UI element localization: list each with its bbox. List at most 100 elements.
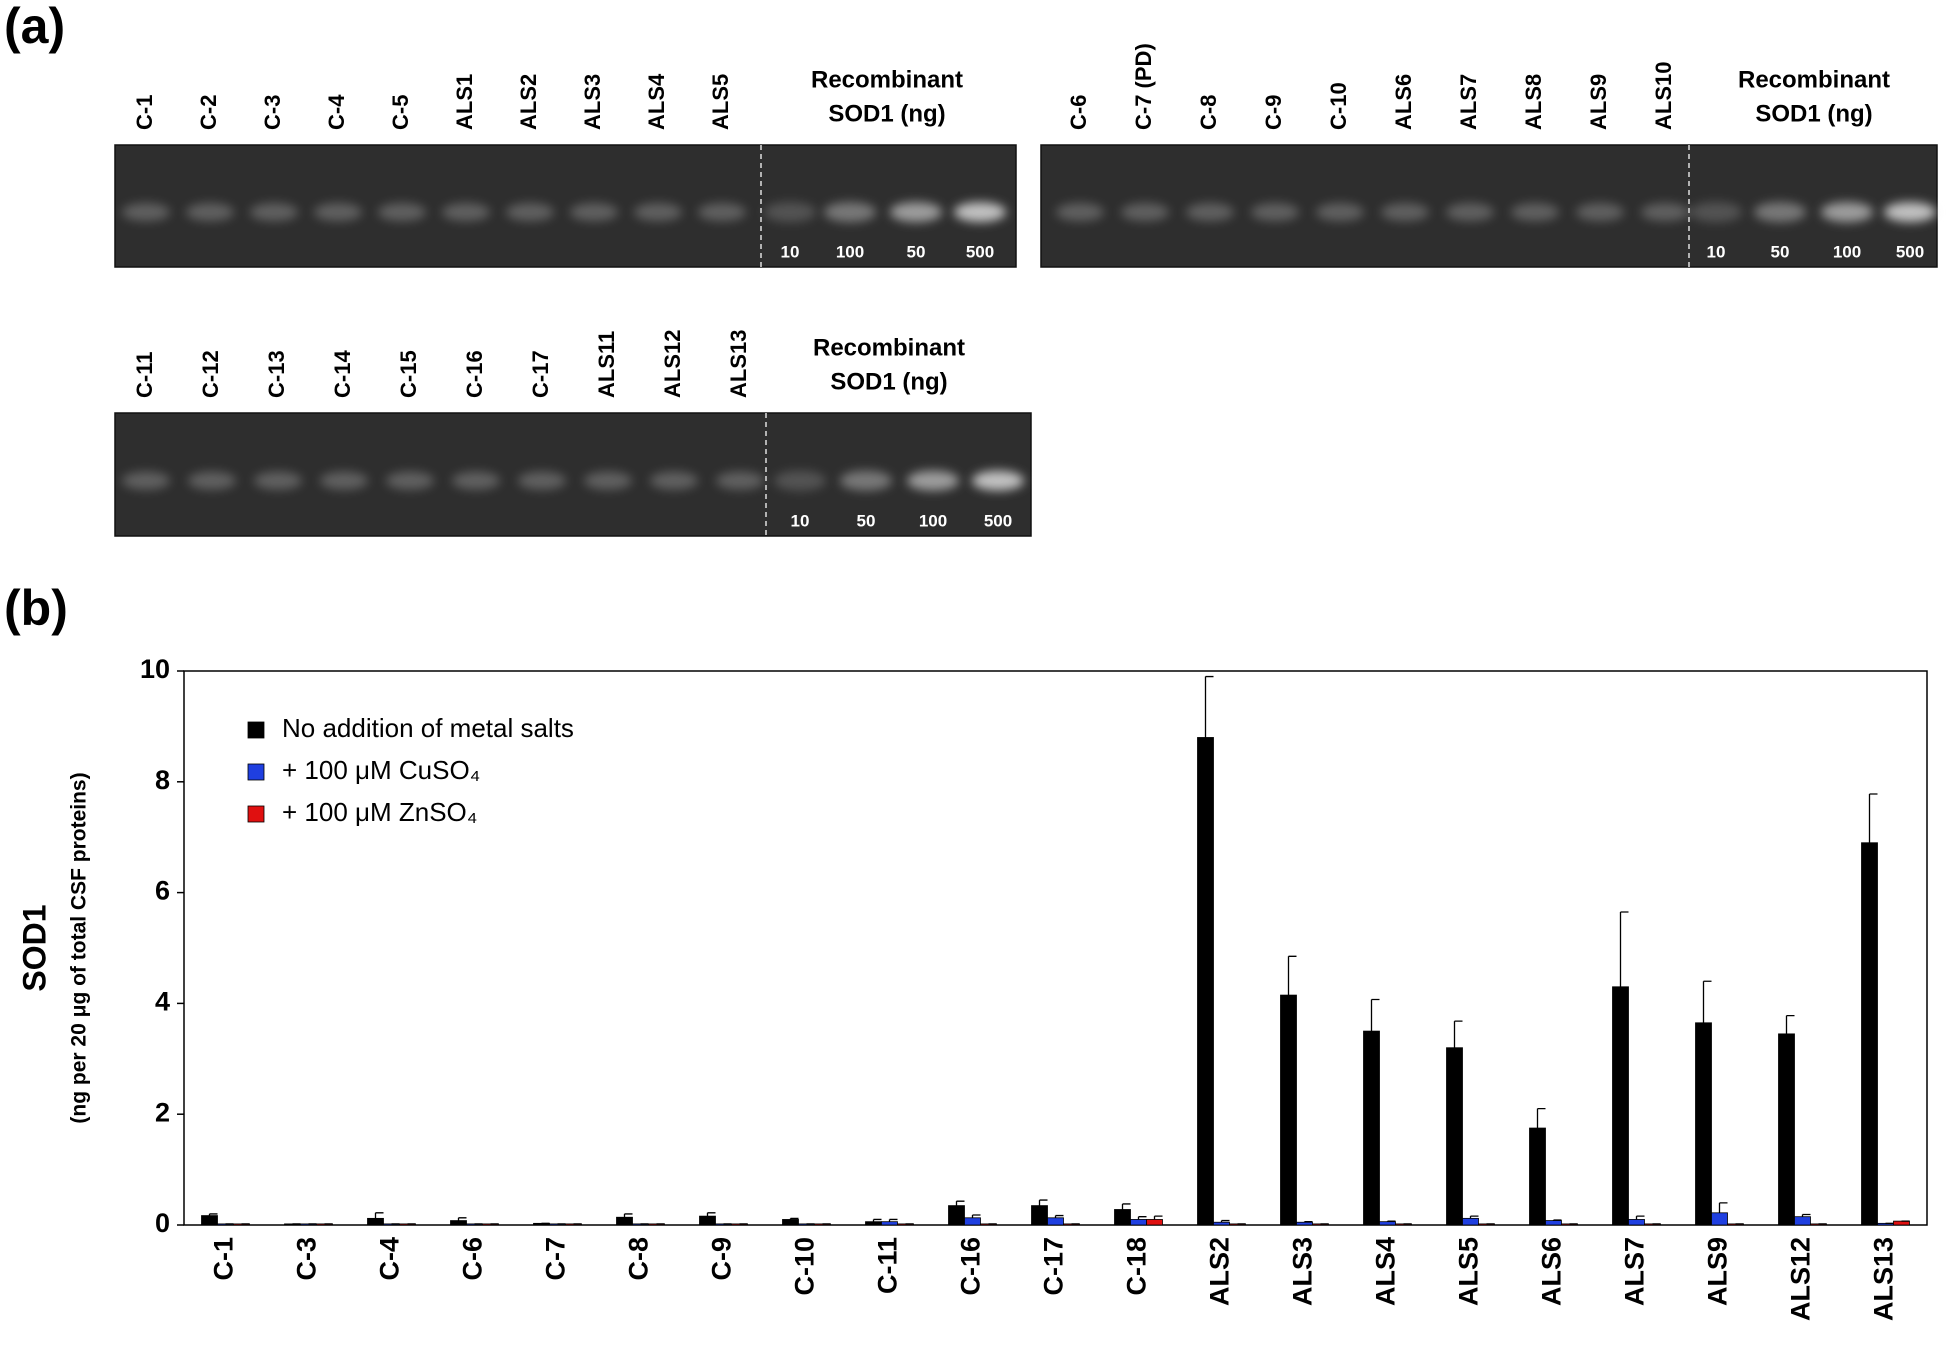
bar	[1529, 1127, 1546, 1226]
gel-band	[386, 471, 434, 490]
gel-band	[1576, 203, 1624, 222]
panel-label: (b)	[4, 580, 68, 636]
error-bar	[374, 1212, 384, 1219]
gel-band	[764, 202, 816, 223]
bar	[1363, 1030, 1380, 1226]
amount-label: 100	[836, 242, 864, 261]
x-tick-label: ALS12	[1786, 1237, 1816, 1321]
recombinant-label: Recombinant	[813, 334, 965, 361]
gel-band	[1446, 203, 1494, 222]
gel-band	[840, 470, 892, 491]
gel-band	[1884, 202, 1936, 223]
recombinant-label: Recombinant	[811, 66, 963, 93]
error-bar	[872, 1218, 882, 1222]
legend-label: + 100 μM CuSO₄	[282, 755, 480, 785]
bar	[1114, 1209, 1131, 1226]
bar	[1296, 1221, 1313, 1226]
error-bar	[955, 1200, 965, 1206]
x-tick-label: ALS5	[1454, 1237, 1484, 1306]
error-bar	[1702, 980, 1712, 1023]
bar	[1794, 1216, 1811, 1226]
y-axis-title: SOD1	[16, 904, 52, 991]
lane-label: C-1	[132, 95, 157, 130]
gel-band	[378, 203, 426, 222]
bar	[1047, 1217, 1064, 1226]
lane-label: C-10	[1326, 82, 1351, 130]
lane-label: ALS11	[594, 331, 619, 398]
amount-label: 500	[966, 242, 994, 261]
gel-band	[650, 471, 698, 490]
legend-swatch	[247, 763, 265, 781]
bar	[1280, 994, 1297, 1226]
error-bar	[457, 1217, 467, 1221]
error-bar	[1801, 1213, 1811, 1217]
lane-label: ALS6	[1391, 74, 1416, 130]
error-bar	[1868, 793, 1878, 843]
gel-image	[114, 144, 1017, 268]
error-bar	[1469, 1215, 1479, 1219]
lane-label: C-5	[388, 95, 413, 130]
error-bar	[1552, 1219, 1562, 1221]
gel-band	[314, 203, 362, 222]
error-bar	[1536, 1108, 1546, 1129]
gel-band	[954, 202, 1006, 223]
bar	[881, 1221, 898, 1226]
bar	[964, 1217, 981, 1226]
y-tick-label: 10	[140, 654, 170, 684]
gel-band	[1511, 203, 1559, 222]
lane-label: ALS2	[516, 74, 541, 130]
lane-label: C-9	[1261, 95, 1286, 130]
error-bar	[1785, 1014, 1795, 1034]
amount-label: 50	[1771, 242, 1790, 261]
lane-label: C-11	[132, 352, 157, 398]
x-tick-label: ALS9	[1703, 1237, 1733, 1306]
gel-band	[634, 203, 682, 222]
bar	[1213, 1221, 1230, 1226]
gel-band	[506, 203, 554, 222]
gel-band	[1251, 203, 1299, 222]
x-tick-label: C-8	[624, 1237, 654, 1281]
lane-label: ALS5	[708, 74, 733, 130]
legend-label: + 100 μM ZnSO₄	[282, 797, 477, 827]
error-bar	[1635, 1215, 1645, 1220]
amount-label: 10	[1707, 242, 1726, 261]
bar	[1379, 1221, 1396, 1226]
y-tick-label: 4	[155, 987, 170, 1017]
lane-label: ALS12	[660, 330, 685, 398]
bar	[1861, 842, 1878, 1226]
bar	[450, 1220, 467, 1226]
error-bar	[1137, 1216, 1147, 1220]
gel-band	[122, 471, 170, 490]
bar	[1545, 1220, 1562, 1226]
error-bar	[1153, 1215, 1163, 1220]
recombinant-label: SOD1 (ng)	[1755, 100, 1872, 127]
x-tick-label: ALS6	[1537, 1237, 1567, 1306]
error-bar	[1287, 955, 1297, 996]
gel-band	[1821, 202, 1873, 223]
x-tick-label: C-6	[458, 1237, 488, 1281]
lane-label: C-8	[1196, 95, 1221, 130]
error-bar	[1054, 1214, 1064, 1218]
y-tick-label: 8	[155, 765, 170, 795]
bar	[367, 1217, 384, 1226]
x-tick-label: C-7	[541, 1237, 571, 1281]
lane-label: C-16	[462, 350, 487, 398]
error-bar	[1453, 1020, 1463, 1048]
lane-label: C-6	[1066, 95, 1091, 130]
recombinant-label: Recombinant	[1738, 66, 1890, 93]
lane-label: ALS10	[1651, 62, 1676, 130]
amount-label: 500	[1896, 242, 1924, 261]
lane-label: ALS9	[1586, 74, 1611, 130]
x-tick-label: ALS2	[1205, 1237, 1235, 1306]
error-bar	[1619, 911, 1629, 987]
lane-label: ALS8	[1521, 74, 1546, 130]
gel-image	[114, 412, 1032, 537]
recombinant-label: SOD1 (ng)	[830, 368, 947, 395]
gel-band	[250, 203, 298, 222]
gel-band	[698, 203, 746, 222]
gel-band	[1121, 203, 1169, 222]
y-axis-subtitle: (ng per 20 μg of total CSF proteins)	[68, 772, 91, 1123]
error-bar	[208, 1213, 218, 1216]
error-bar	[971, 1214, 981, 1218]
gel-band	[584, 471, 632, 490]
